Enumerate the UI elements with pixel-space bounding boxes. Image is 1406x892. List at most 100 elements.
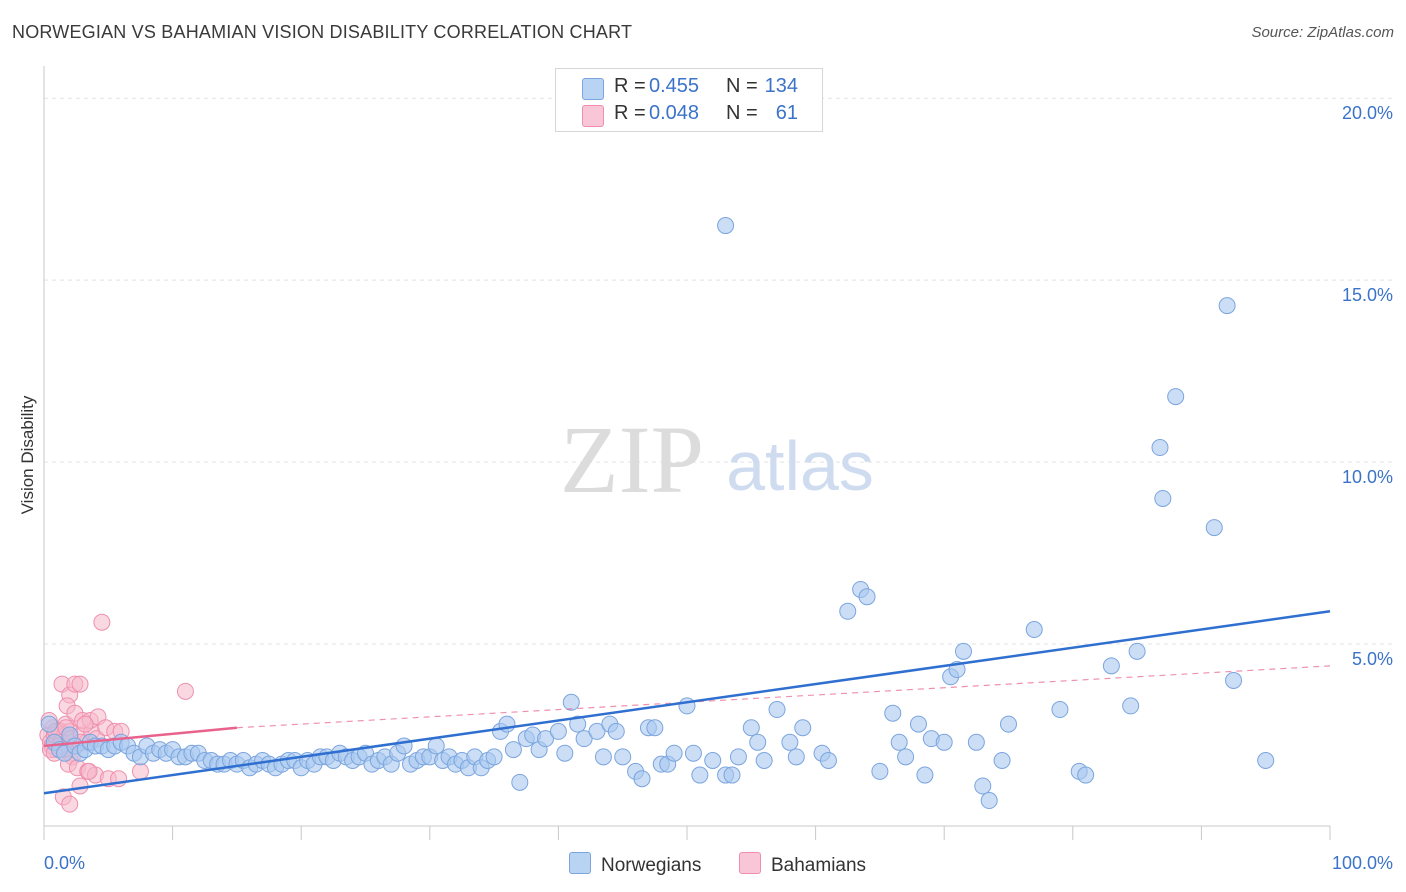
norwegian-point [858,588,876,606]
norwegian-point [665,744,683,762]
n-label: N = [726,102,758,124]
bahamian-trendline-extension [236,665,1331,729]
x-tick-label: 0.0% [44,853,85,873]
norwegian-point [749,733,767,751]
norwegian-point [1025,620,1043,638]
norwegian-point [729,748,747,766]
norwegian-point [897,748,915,766]
norwegian-point [980,792,998,810]
norwegian-point [1151,439,1169,457]
norwegian-point [575,730,593,748]
norwegian-point [427,737,445,755]
norwegian-point [884,704,902,722]
bahamian-point [76,715,94,733]
norwegian-point [537,730,555,748]
r-label: R = [614,102,646,124]
norwegian-point [723,766,741,784]
norwegian-point [755,751,773,769]
norwegian-point [781,733,799,751]
norwegian-point [646,719,664,737]
norwegian-point [1167,388,1185,406]
y-tick-label: 20.0% [1342,103,1393,123]
bahamian-point [131,762,149,780]
n-value: 61 [775,102,798,124]
norwegian-point [967,733,985,751]
bahamian-swatch [582,105,604,127]
bahamian-point [80,762,98,780]
norwegian-point [1257,751,1275,769]
norwegian-legend-label: Norwegians [601,855,702,876]
bahamian-point [93,613,111,631]
norwegian-point [1000,715,1017,733]
norwegian-point [607,722,625,740]
n-label: N = [726,75,758,97]
norwegian-point [909,715,927,733]
norwegian-point [588,722,606,740]
norwegian-point [1077,766,1095,784]
bahamian-point [176,682,194,700]
norwegian-point [871,762,889,780]
norwegian-point [562,693,580,711]
norwegian-point [485,748,503,766]
source-label: Source: ZipAtlas.com [1251,24,1394,41]
norwegian-point [1205,519,1223,537]
norwegian-point [504,741,522,759]
y-tick-label: 10.0% [1342,467,1393,487]
norwegian-point [684,744,702,762]
norwegian-point [569,715,587,733]
norwegian-point [1225,671,1243,689]
bahamian-point [71,777,89,795]
norwegian-point [1051,701,1069,719]
norwegian-point [1154,489,1172,507]
norwegian-point [993,751,1011,769]
watermark-zip: ZIP [560,406,704,513]
norwegian-swatch [582,78,604,100]
grid-lines [44,97,1392,645]
norwegian-point [691,766,709,784]
norwegian-point [890,733,908,751]
r-label: R = [614,75,646,97]
norwegian-trendline [43,610,1331,795]
trendlines [43,610,1331,795]
legend-item-norwegians[interactable]: Norwegians [569,852,701,877]
bahamian-point [61,795,79,813]
y-tick-label: 5.0% [1352,649,1393,669]
norwegian-legend-swatch [569,852,591,874]
norwegian-point [633,770,651,788]
norwegian-point [935,733,953,751]
correlation-legend: R = 0.455 N = 134 R = 0.048 N = 61 [555,68,823,132]
norwegian-point [556,744,574,762]
y-tick-label: 15.0% [1342,285,1393,305]
bahamian-point [71,675,89,693]
norwegian-point [974,777,992,795]
norwegian-point [704,751,722,769]
n-value: 134 [764,75,798,97]
watermark-atlas: atlas [726,427,874,505]
norwegian-point [1218,297,1236,315]
norwegian-point [549,722,567,740]
norwegian-point [954,642,972,660]
norwegian-point [1128,642,1146,660]
norwegian-point [742,719,760,737]
bahamian-trendline [43,726,238,748]
norwegian-point [839,602,857,620]
chart-title: NORWEGIAN VS BAHAMIAN VISION DISABILITY … [12,22,633,42]
norwegian-point [40,715,58,733]
norwegian-point [614,748,632,766]
norwegian-point [1122,697,1140,715]
bahamian-legend-swatch [739,852,761,874]
x-tick-label: 100.0% [1332,853,1393,873]
norwegian-point [916,766,934,784]
r-value: 0.048 [649,102,700,124]
norwegian-point [511,773,529,791]
norwegian-point [819,751,837,769]
legend-item-bahamians[interactable]: Bahamians [739,852,866,877]
norwegian-point [794,719,812,737]
axes [43,66,1331,840]
bahamian-legend-label: Bahamians [771,855,867,876]
tick-labels: 5.0% 10.0% 15.0% 20.0% 0.0% 100.0% [44,103,1393,873]
norwegian-point [1102,657,1120,675]
norwegian-point [717,217,735,235]
norwegian-point [787,748,805,766]
